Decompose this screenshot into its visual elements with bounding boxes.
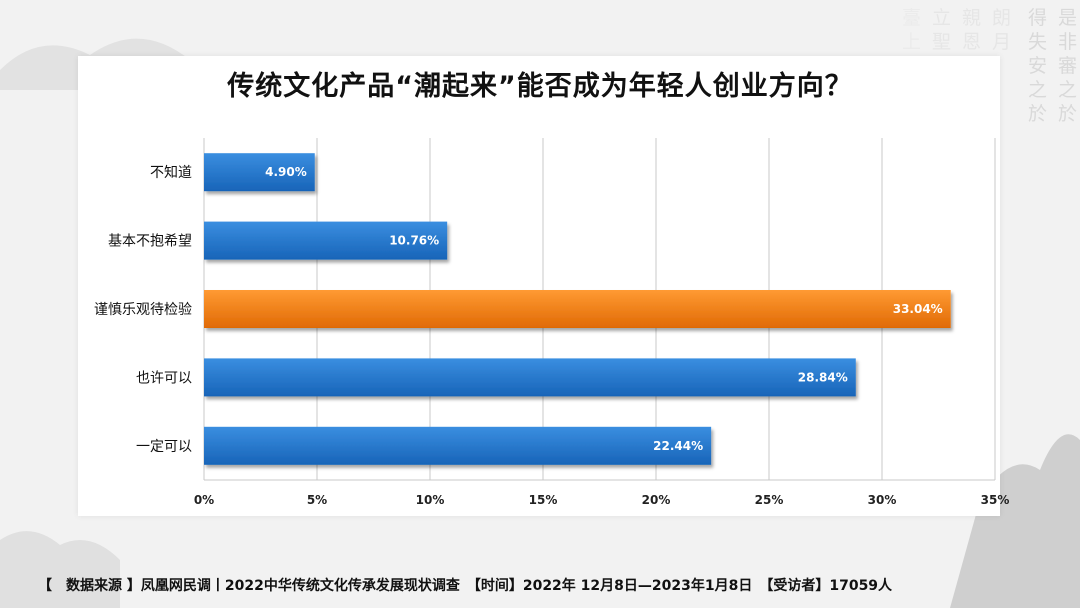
x-tick-label: 25%: [755, 493, 784, 507]
category-label: 一定可以: [136, 439, 192, 455]
x-tick-label: 20%: [642, 493, 671, 507]
bar-value-label: 4.90%: [265, 165, 307, 179]
x-tick-label: 10%: [416, 493, 445, 507]
x-tick-label: 35%: [981, 493, 1010, 507]
bar: [204, 358, 856, 397]
source-footer: 【 数据来源 】凤凰网民调丨2022中华传统文化传承发展现状调查 【时间】202…: [38, 578, 893, 594]
category-label: 也许可以: [136, 370, 192, 386]
category-label: 不知道: [150, 164, 192, 181]
bars: 4.90% 10.76% 33.04% 28.84% 22.44%: [204, 153, 951, 465]
bar: [204, 290, 951, 328]
bar-value-label: 10.76%: [389, 234, 439, 248]
x-tick-label: 30%: [868, 493, 897, 507]
bar: [204, 153, 315, 192]
category-label: 基本不抱希望: [108, 233, 192, 250]
bar: [204, 426, 712, 465]
chart-title: 传统文化产品“潮起来”能否成为年轻人创业方向？: [227, 71, 853, 102]
bar: [204, 221, 448, 260]
bar-value-label: 28.84%: [798, 370, 848, 384]
bar-value-label: 33.04%: [893, 302, 943, 316]
x-axis-tick-labels: 0% 5% 10% 15% 20% 25% 30% 35%: [194, 493, 1010, 507]
x-tick-label: 15%: [529, 493, 558, 507]
x-tick-label: 0%: [194, 493, 214, 507]
x-tick-label: 5%: [307, 493, 327, 507]
bar-value-label: 22.44%: [653, 439, 703, 453]
category-label: 谨慎乐观待检验: [94, 302, 192, 318]
